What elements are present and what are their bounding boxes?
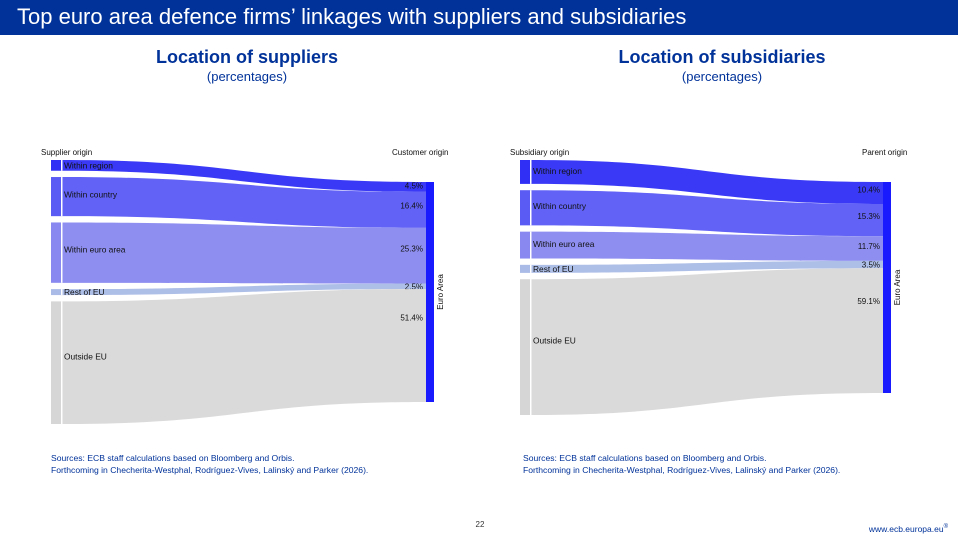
node-divider	[61, 222, 63, 283]
node-divider	[530, 279, 532, 415]
target-node-bar	[883, 182, 891, 393]
node-divider	[530, 160, 532, 184]
source-axis-header: Supplier origin	[41, 148, 92, 157]
source-node-label: Within euro area	[533, 239, 595, 249]
flow-value-label: 16.4%	[400, 202, 423, 211]
chart-2-title: Location of subsidiaries	[618, 47, 826, 67]
source-node-label: Outside EU	[533, 335, 576, 345]
target-axis-header: Parent origin	[862, 148, 907, 157]
chart-1-subtitle: (percentages)	[206, 69, 288, 84]
flow-value-label: 10.4%	[857, 186, 880, 195]
node-divider	[61, 160, 63, 171]
source-node-label: Within region	[64, 160, 113, 170]
source-node-label: Within region	[533, 166, 582, 176]
source-node-bar	[520, 264, 530, 273]
chart-1-source: Sources: ECB staff calculations based on…	[51, 452, 368, 476]
flow-band	[530, 231, 883, 261]
source-node-bar	[51, 160, 61, 171]
chart-1-title: Location of suppliers	[155, 47, 338, 67]
title-bar: Top euro area defence firms’ linkages wi…	[0, 0, 958, 35]
source-axis-header: Subsidiary origin	[510, 148, 569, 157]
chart-1-source-line: Forthcoming in Checherita-Westphal, Rodr…	[51, 465, 369, 475]
source-node-bar	[520, 190, 530, 226]
source-node-label: Within euro area	[64, 245, 126, 255]
target-node-label: Euro Area	[436, 274, 445, 310]
node-divider	[530, 264, 532, 273]
flow-value-label: 51.4%	[400, 314, 423, 323]
chart-2-source-line: Forthcoming in Checherita-Westphal, Rodr…	[523, 465, 841, 475]
source-node-bar	[51, 177, 61, 217]
flow-band	[530, 160, 883, 204]
registered-mark: ®	[943, 524, 948, 531]
node-divider	[61, 289, 63, 296]
flow-band	[61, 160, 426, 192]
footer-url-text[interactable]: www.ecb.europa.eu	[868, 524, 944, 534]
flow-value-label: 2.5%	[405, 282, 423, 291]
flow-value-label: 15.3%	[857, 212, 880, 221]
node-divider	[530, 190, 532, 226]
source-node-bar	[51, 222, 61, 283]
flow-value-label: 3.5%	[862, 260, 880, 269]
source-node-bar	[520, 160, 530, 184]
source-node-label: Rest of EU	[533, 264, 574, 274]
source-node-bar	[520, 279, 530, 415]
target-node-bar	[426, 182, 434, 402]
source-node-label: Rest of EU	[64, 287, 105, 297]
flow-value-label: 4.5%	[405, 181, 423, 190]
node-divider	[61, 177, 63, 217]
target-node-label: Euro Area	[893, 269, 902, 305]
flow-value-label: 11.7%	[858, 242, 880, 251]
flow-band	[61, 289, 426, 424]
flow-value-label: 25.3%	[400, 244, 423, 253]
node-divider	[530, 231, 532, 259]
page-number: 22	[475, 520, 485, 529]
page-title: Top euro area defence firms’ linkages wi…	[17, 4, 687, 29]
source-node-label: Outside EU	[64, 352, 107, 362]
flow-value-label: 59.1%	[857, 297, 880, 306]
target-axis-header: Customer origin	[392, 148, 448, 157]
footer-url[interactable]: www.ecb.europa.eu®	[869, 524, 948, 534]
chart-1-source-line: Sources: ECB staff calculations based on…	[51, 453, 295, 463]
source-node-label: Within country	[64, 190, 118, 200]
source-node-bar	[51, 301, 61, 424]
node-divider	[61, 301, 63, 424]
flow-band	[530, 260, 883, 273]
flow-band	[61, 177, 426, 228]
flow-band	[61, 283, 426, 296]
flow-band	[530, 268, 883, 415]
flow-band	[61, 222, 426, 284]
chart-2-source: Sources: ECB staff calculations based on…	[523, 452, 840, 476]
flow-band	[530, 190, 883, 237]
source-node-bar	[520, 231, 530, 259]
source-node-label: Within country	[533, 201, 587, 211]
source-node-bar	[51, 289, 61, 296]
chart-2-subtitle: (percentages)	[681, 69, 763, 84]
chart-2-source-line: Sources: ECB staff calculations based on…	[523, 453, 767, 463]
